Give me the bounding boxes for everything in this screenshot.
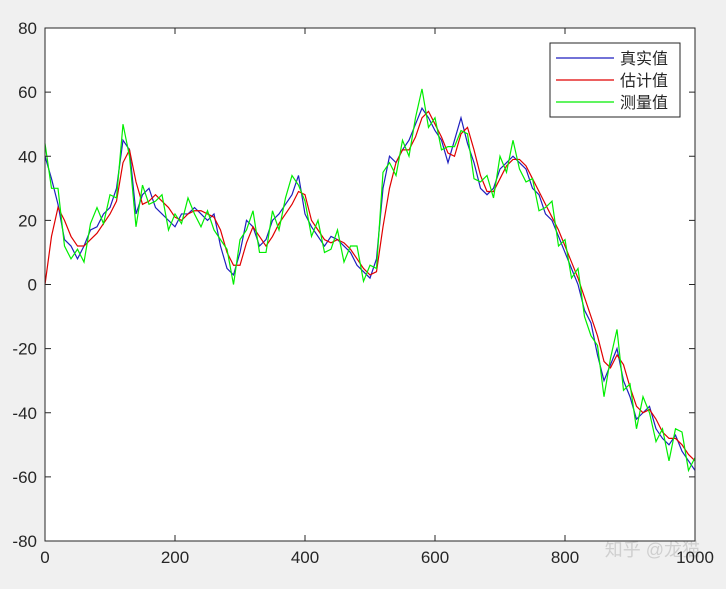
y-tick-label: 60	[18, 83, 37, 102]
y-tick-label: -40	[12, 404, 37, 423]
legend-label: 真实值	[620, 50, 668, 68]
y-tick-label: -80	[12, 532, 37, 551]
y-tick-label: -20	[12, 340, 37, 359]
x-tick-label: 400	[291, 548, 319, 567]
y-tick-label: -60	[12, 468, 37, 487]
x-tick-label: 1000	[676, 548, 714, 567]
y-tick-label: 80	[18, 19, 37, 38]
y-tick-label: 40	[18, 147, 37, 166]
watermark: 知乎 @龙猫	[605, 540, 700, 560]
x-tick-label: 0	[40, 548, 49, 567]
legend-label: 测量值	[620, 94, 668, 112]
y-tick-label: 20	[18, 211, 37, 230]
x-tick-label: 600	[421, 548, 449, 567]
series-line	[44, 110, 696, 462]
legend-label: 估计值	[620, 72, 668, 90]
series-line	[44, 106, 696, 471]
series-line	[44, 88, 696, 473]
x-tick-label: 200	[161, 548, 189, 567]
x-tick-label: 800	[551, 548, 579, 567]
y-tick-label: 0	[28, 276, 37, 295]
